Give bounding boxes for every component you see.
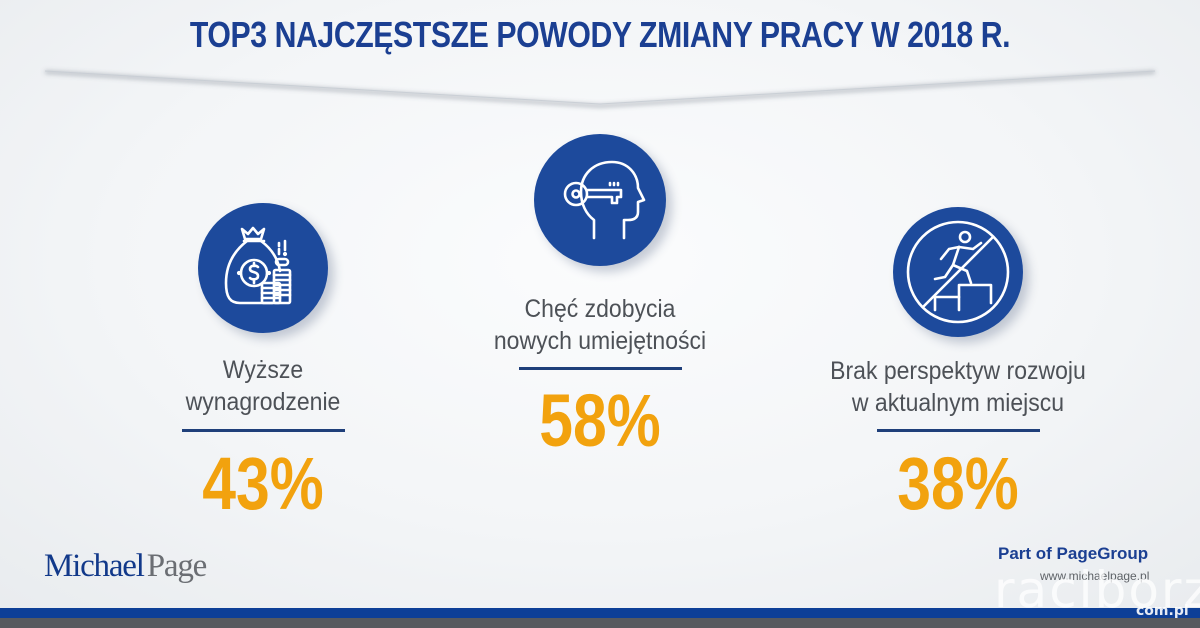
chevron-divider bbox=[44, 70, 1156, 108]
money-bag-coins-icon bbox=[198, 203, 328, 333]
reason-label-salary: Wyższe wynagrodzenie bbox=[185, 356, 341, 416]
value-skills: 58% bbox=[539, 379, 661, 462]
website-link[interactable]: www.michaelpage.pl bbox=[1040, 569, 1150, 583]
reason-label-development: Brak perspektyw rozwoju w aktualnym miej… bbox=[830, 357, 1086, 417]
divider-line bbox=[519, 367, 682, 370]
divider-line bbox=[182, 429, 345, 432]
page-title: TOP3 NAJCZĘSTSZE POWODY ZMIANY PRACY W 2… bbox=[189, 14, 1011, 55]
footer-bar-blue bbox=[0, 608, 1200, 618]
watermark-domain: com.pl bbox=[1136, 603, 1189, 619]
no-climbing-stairs-icon bbox=[893, 207, 1023, 337]
head-key-icon bbox=[534, 134, 666, 266]
pagegroup-label: Part of PageGroup bbox=[998, 544, 1149, 563]
footer-bar-gray bbox=[0, 618, 1200, 628]
reason-label-skills: Chęć zdobycia nowych umiejętności bbox=[493, 295, 707, 355]
divider-line bbox=[877, 429, 1040, 432]
value-development: 38% bbox=[897, 442, 1019, 525]
watermark: raciborz bbox=[994, 561, 1200, 619]
value-salary: 43% bbox=[202, 442, 324, 525]
michael-page-logo: MichaelPage bbox=[44, 548, 207, 584]
